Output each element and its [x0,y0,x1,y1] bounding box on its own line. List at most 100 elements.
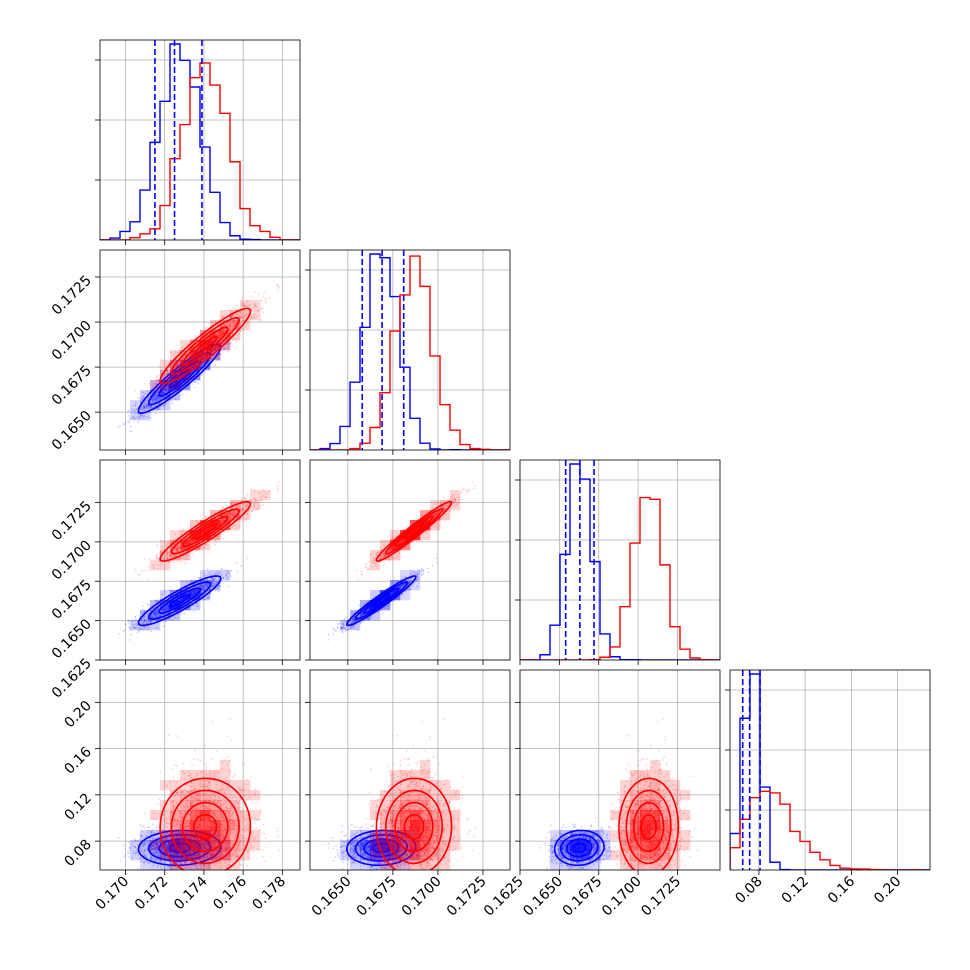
scatter-point [202,587,205,590]
scatter-point [156,544,158,547]
scatter-point [181,358,183,361]
scatter-point [220,325,223,328]
scatter-point [160,614,163,617]
density-cell [190,340,201,351]
scatter-point [140,611,142,614]
scatter-point [155,397,158,400]
density-cell [220,340,231,351]
scatter-point [176,364,178,367]
scatter-point [170,351,172,354]
scatter-point [231,316,233,318]
scatter-point [146,621,149,624]
scatter-point [216,581,218,584]
scatter-point [143,557,146,560]
scatter-point [172,353,175,356]
scatter-point [131,416,134,419]
scatter-point [153,398,156,400]
scatter-point [145,622,148,625]
scatter-point [155,394,157,397]
scatter-point [204,587,206,590]
contour-line [181,326,229,366]
scatter-point [150,620,153,622]
scatter-point [166,373,169,376]
scatter-point [178,560,181,562]
scatter-point [136,416,139,419]
scatter-point [217,578,220,580]
scatter-point [239,330,242,333]
scatter-point [250,314,253,317]
scatter-point [241,320,244,323]
contour-line [159,307,252,385]
scatter-point [157,396,160,399]
scatter-point [154,611,156,614]
scatter-point [149,406,152,409]
scatter-point [122,630,125,632]
scatter-point [239,323,242,325]
scatter-point [236,337,239,340]
scatter-point [153,612,156,615]
scatter-point [157,607,160,610]
scatter-point [155,611,157,614]
scatter-point [276,289,279,292]
scatter-point [152,395,155,398]
scatter-point [146,406,149,409]
scatter-point [143,406,146,409]
scatter-point [219,314,222,317]
scatter-point [233,319,236,322]
scatter-point [146,404,149,406]
density-cell [140,390,151,401]
scatter-point [166,369,169,372]
scatter-point [178,363,180,366]
scatter-point [241,317,244,320]
scatter-point [127,409,130,412]
scatter-point [159,613,162,616]
scatter-point [143,620,146,622]
scatter-point [246,300,249,303]
scatter-point [155,399,158,402]
scatter-point [218,590,220,593]
scatter-point [253,302,256,305]
scatter-point [245,312,248,315]
scatter-point [211,585,214,588]
scatter-point [253,291,256,293]
scatter-point [180,358,183,361]
scatter-point [224,328,227,330]
scatter-point [142,407,145,410]
scatter-point [181,393,184,396]
scatter-point [128,418,131,420]
scatter-point [144,392,146,395]
scatter-point [123,423,126,426]
scatter-point [143,620,146,623]
scatter-point [210,585,213,588]
scatter-point [195,381,198,384]
scatter-point [143,620,146,623]
scatter-point [210,585,213,588]
scatter-point [142,622,145,625]
scatter-point [154,404,157,407]
scatter-point [238,333,241,335]
scatter-point [177,361,180,364]
panel-0-0 [95,39,301,245]
scatter-point [265,298,268,300]
scatter-point [151,398,154,401]
scatter-point [139,415,142,418]
scatter-point [191,338,193,341]
density-cell [180,380,191,391]
scatter-point [143,406,146,409]
scatter-point [251,316,253,318]
scatter-point [235,313,238,316]
density-cell [240,310,251,321]
scatter-point [187,386,190,389]
scatter-point [157,614,160,617]
density-cell [140,400,151,411]
scatter-point [165,369,168,372]
scatter-point [241,316,244,319]
scatter-point [241,296,244,299]
scatter-point [239,311,242,314]
scatter-point [191,383,194,385]
scatter-point [151,391,154,394]
scatter-point [199,586,202,589]
scatter-point [239,316,242,319]
scatter-point [143,415,146,418]
